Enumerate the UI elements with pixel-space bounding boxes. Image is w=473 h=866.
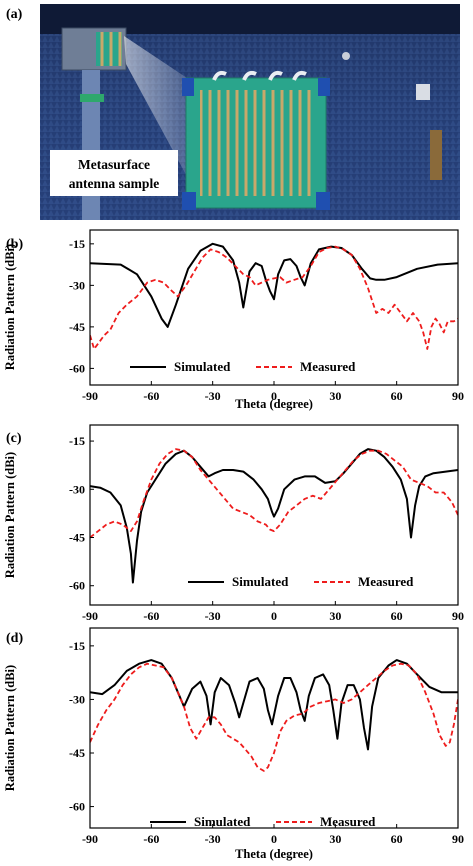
- x-tick-label-d: 60: [391, 832, 403, 846]
- feed-stand: [82, 70, 100, 220]
- feed-antenna-grid: [96, 32, 122, 66]
- y-axis-label-c: Radiation Pattern (dBi): [3, 452, 17, 578]
- x-tick-label-c: -90: [82, 609, 98, 623]
- panel-label-c: (c): [6, 431, 22, 446]
- sample-clamp-bl: [182, 192, 196, 210]
- x-tick-label-c: -30: [205, 609, 221, 623]
- legend-label-measured-b: Measured: [300, 359, 356, 374]
- feed-stand-band: [80, 94, 104, 102]
- x-tick-label-b: -30: [205, 389, 221, 403]
- x-tick-label-c: 0: [271, 609, 277, 623]
- y-tick-label-c: -45: [69, 531, 85, 545]
- sample-clamp-tr: [318, 78, 330, 96]
- x-tick-label-c: -60: [143, 609, 159, 623]
- series-measured-line-c: [90, 448, 458, 539]
- ceiling-camera: [342, 52, 350, 60]
- y-tick-label-b: -15: [69, 237, 85, 251]
- right-support: [430, 130, 442, 180]
- y-tick-label-c: -15: [69, 434, 85, 448]
- y-tick-label-d: -45: [69, 746, 85, 760]
- x-tick-label-d: -30: [205, 832, 221, 846]
- series-simulated-line-c: [90, 448, 458, 584]
- series-measured-line-b: [90, 245, 458, 350]
- panel-label-a: (a): [6, 7, 23, 22]
- x-axis-label-d: Theta (degree): [235, 847, 313, 861]
- chart-d: Radiation Pattern (dBi) Theta (degree) -…: [3, 627, 464, 861]
- plot-frame-b: [89, 229, 459, 386]
- y-tick-label-b: -60: [69, 361, 85, 375]
- panel-label-d: (d): [6, 631, 23, 646]
- chart-c: Radiation Pattern (dBi) -90 -60 -30 0 30 60 90…: [3, 424, 464, 623]
- x-tick-label-c: 30: [329, 609, 341, 623]
- legend-label-simulated-b: Simulated: [174, 359, 231, 374]
- sample-patch-array: [200, 90, 312, 196]
- y-tick-label-d: -60: [69, 800, 85, 814]
- x-tick-label-c: 90: [452, 609, 464, 623]
- series-measured-line-d: [90, 662, 458, 772]
- light-beam: [124, 36, 190, 182]
- x-tick-label-b: -60: [143, 389, 159, 403]
- legend-label-measured-d: Measured: [320, 814, 376, 829]
- y-tick-label-d: -30: [69, 692, 85, 706]
- plot-frame-d: [89, 627, 459, 829]
- sample-cables: [212, 70, 307, 81]
- legend-label-simulated-c: Simulated: [232, 574, 289, 589]
- chart-b: Radiation Pattern (dBi) Theta (degree) -…: [3, 229, 464, 411]
- x-tick-label-d: 30: [329, 832, 341, 846]
- series-simulated-line-b: [90, 242, 458, 328]
- y-tick-label-c: -30: [69, 482, 85, 496]
- x-tick-label-b: 0: [271, 389, 277, 403]
- panel-label-b: (b): [6, 237, 23, 252]
- x-axis-label-b: Theta (degree): [235, 397, 313, 411]
- legend-label-simulated-d: Simulated: [194, 814, 251, 829]
- x-tick-label-b: 90: [452, 389, 464, 403]
- caption-line-1: Metasurface: [78, 157, 150, 172]
- x-tick-label-d: 90: [452, 832, 464, 846]
- sample-clamp-tl: [182, 78, 194, 96]
- y-axis-label-b: Radiation Pattern (dBi): [3, 244, 17, 370]
- y-tick-label-b: -45: [69, 320, 85, 334]
- legend-label-measured-c: Measured: [358, 574, 414, 589]
- x-tick-label-b: 30: [329, 389, 341, 403]
- x-tick-label-b: -90: [82, 389, 98, 403]
- x-tick-label-d: -90: [82, 832, 98, 846]
- series-simulated-line-d: [90, 659, 458, 751]
- y-tick-label-d: -15: [69, 639, 85, 653]
- y-tick-label-c: -60: [69, 579, 85, 593]
- caption-box: [50, 150, 178, 196]
- x-tick-label-d: 0: [271, 832, 277, 846]
- y-axis-label-d: Radiation Pattern (dBi): [3, 665, 17, 791]
- x-tick-label-b: 60: [391, 389, 403, 403]
- photo-anechoic-chamber: Metasurface antenna sample: [40, 4, 460, 220]
- caption-line-2: antenna sample: [69, 176, 159, 191]
- x-tick-label-c: 60: [391, 609, 403, 623]
- sample-clamp-br: [316, 192, 330, 210]
- right-panel: [416, 84, 430, 100]
- x-tick-label-d: -60: [143, 832, 159, 846]
- y-tick-label-b: -30: [69, 278, 85, 292]
